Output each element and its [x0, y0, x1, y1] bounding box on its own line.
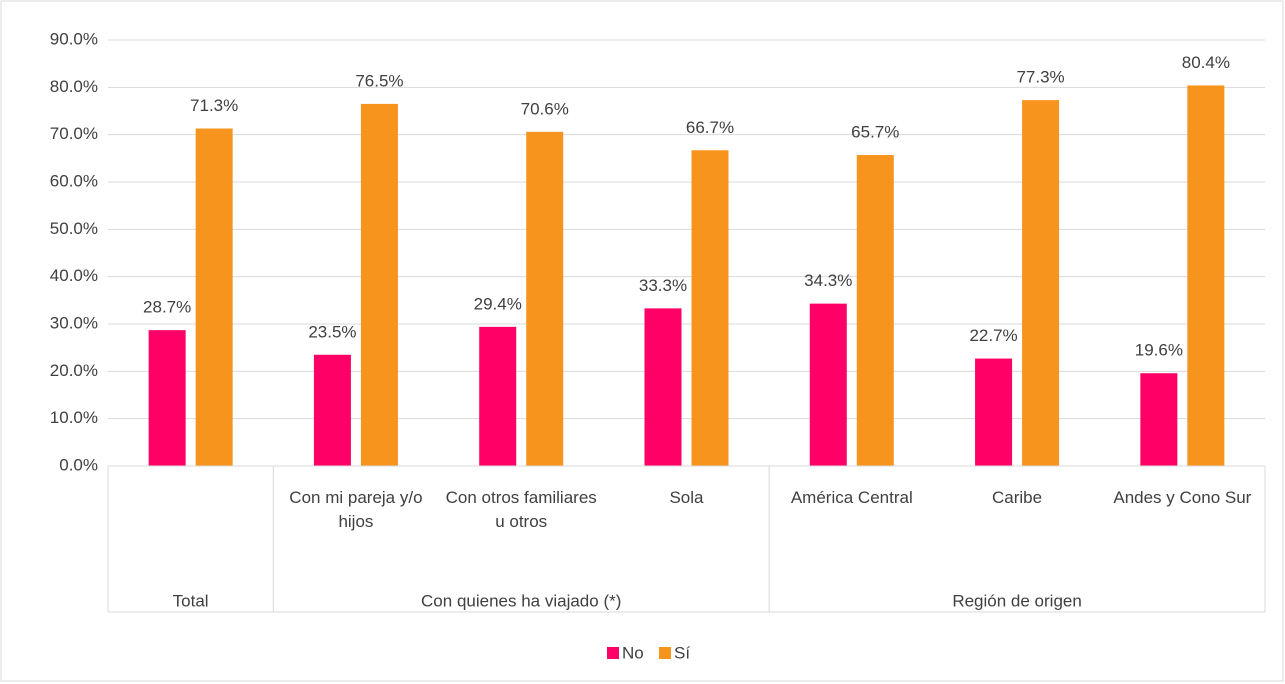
x-tick-label: Con mi pareja y/o hijos — [289, 488, 423, 531]
data-label: 29.4% — [474, 294, 522, 313]
bar — [148, 330, 186, 466]
y-tick-label: 70.0% — [50, 124, 98, 143]
bar — [856, 155, 894, 466]
data-label: 76.5% — [355, 71, 403, 90]
x-tick-label: Sola — [669, 488, 704, 507]
bar — [975, 358, 1013, 466]
legend-label: No — [622, 643, 644, 662]
data-label: 65.7% — [851, 123, 899, 142]
y-tick-label: 20.0% — [50, 361, 98, 380]
legend-label: Sí — [674, 643, 690, 662]
data-label: 19.6% — [1135, 341, 1183, 360]
data-label: 34.3% — [804, 271, 852, 290]
data-label: 22.7% — [969, 326, 1017, 345]
group-label: Región de origen — [952, 591, 1081, 610]
y-tick-label: 50.0% — [50, 219, 98, 238]
bar — [1140, 373, 1178, 466]
data-label: 66.7% — [686, 118, 734, 137]
legend-swatch — [607, 647, 619, 659]
bar — [195, 128, 233, 466]
y-tick-label: 10.0% — [50, 408, 98, 427]
data-label: 28.7% — [143, 298, 191, 317]
y-tick-label: 90.0% — [50, 29, 98, 48]
y-tick-label: 60.0% — [50, 171, 98, 190]
bar — [1187, 85, 1225, 466]
x-tick-label: América Central — [790, 488, 913, 507]
data-label: 77.3% — [1016, 68, 1064, 87]
bar — [360, 103, 398, 467]
data-label: 33.3% — [639, 276, 687, 295]
x-tick-label: Andes y Cono Sur — [1113, 488, 1252, 507]
y-tick-label: 30.0% — [50, 313, 98, 332]
data-label: 23.5% — [308, 322, 356, 341]
bar — [526, 131, 564, 466]
bar — [479, 326, 517, 466]
y-tick-label: 40.0% — [50, 266, 98, 285]
y-tick-label: 0.0% — [59, 455, 98, 474]
legend-swatch — [659, 647, 671, 659]
x-tick-label: Con otros familiares u otros — [445, 488, 597, 531]
bar — [691, 150, 729, 466]
data-label: 70.6% — [521, 99, 569, 118]
y-tick-label: 80.0% — [50, 77, 98, 96]
bar — [809, 303, 847, 466]
group-label: Con quienes ha viajado (*) — [421, 591, 621, 610]
bar — [313, 354, 351, 466]
data-label: 71.3% — [190, 96, 238, 115]
bar — [644, 308, 682, 466]
bar — [1022, 100, 1060, 466]
data-label: 80.4% — [1182, 53, 1230, 72]
group-label: Total — [173, 591, 209, 610]
x-tick-label: Caribe — [992, 488, 1043, 507]
